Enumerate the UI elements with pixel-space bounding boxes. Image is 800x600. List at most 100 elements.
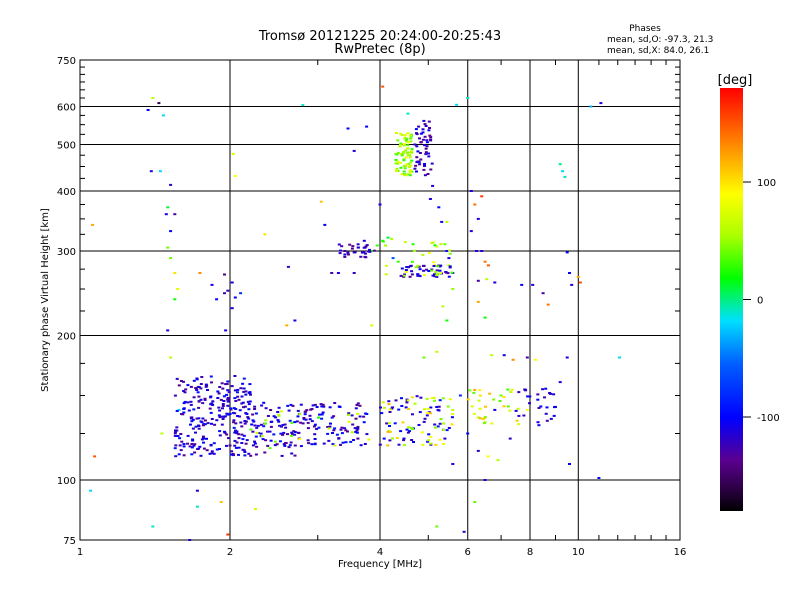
data-point xyxy=(209,411,213,414)
data-point xyxy=(296,415,300,418)
data-point xyxy=(190,416,194,419)
data-point xyxy=(230,307,234,310)
data-point xyxy=(249,393,252,396)
data-point xyxy=(490,422,494,425)
grid-lines xyxy=(80,60,680,540)
data-point xyxy=(406,147,409,150)
data-point xyxy=(169,230,173,233)
data-point xyxy=(387,400,391,403)
data-point xyxy=(356,243,360,246)
data-point xyxy=(248,400,252,403)
data-point xyxy=(399,274,403,277)
x-tick-labels: 1 2 4 6 8 10 16 xyxy=(77,547,687,558)
data-point xyxy=(179,449,183,452)
data-point xyxy=(427,155,431,158)
data-point xyxy=(406,173,410,176)
data-point xyxy=(422,269,426,272)
data-point xyxy=(337,405,341,408)
data-point xyxy=(242,449,246,452)
data-point xyxy=(302,417,306,419)
data-point xyxy=(536,421,540,424)
data-point xyxy=(286,404,290,407)
data-point xyxy=(424,153,428,156)
data-point xyxy=(496,459,500,462)
data-point xyxy=(306,421,310,424)
data-point xyxy=(450,271,454,274)
data-point xyxy=(408,265,412,268)
data-point xyxy=(549,417,553,420)
data-point xyxy=(232,454,235,457)
data-point xyxy=(438,269,442,272)
data-point xyxy=(315,428,319,430)
data-point xyxy=(391,406,395,409)
data-point xyxy=(365,433,369,436)
data-point xyxy=(283,444,287,447)
data-point xyxy=(91,223,95,226)
data-point xyxy=(200,376,204,378)
data-point xyxy=(244,442,248,445)
data-point xyxy=(408,166,411,169)
data-point xyxy=(427,439,431,442)
data-point xyxy=(236,395,240,398)
data-point xyxy=(432,396,436,399)
data-point xyxy=(243,422,247,425)
data-point xyxy=(289,441,293,444)
data-point xyxy=(407,408,411,410)
data-point xyxy=(439,243,443,246)
data-point xyxy=(343,250,347,252)
data-point xyxy=(339,428,343,431)
data-point xyxy=(211,400,215,403)
data-point xyxy=(439,418,443,421)
data-point xyxy=(402,150,405,153)
data-point xyxy=(308,418,312,421)
data-point xyxy=(226,533,230,536)
data-point xyxy=(402,275,406,278)
data-point xyxy=(443,437,447,440)
data-point xyxy=(476,217,480,220)
data-point xyxy=(418,137,421,140)
data-point xyxy=(264,422,267,425)
data-point xyxy=(190,446,194,449)
data-point xyxy=(400,173,404,176)
data-point xyxy=(401,153,405,156)
data-point xyxy=(256,424,260,427)
data-point xyxy=(210,452,214,455)
data-point xyxy=(435,406,439,408)
data-point xyxy=(423,174,427,177)
data-point xyxy=(290,452,294,455)
data-point xyxy=(327,439,331,442)
data-point xyxy=(568,272,571,274)
data-point xyxy=(508,409,512,412)
data-point xyxy=(307,442,311,445)
data-point xyxy=(363,443,367,445)
data-point xyxy=(379,406,382,409)
data-point xyxy=(447,427,451,429)
data-point xyxy=(298,413,302,416)
data-point xyxy=(425,145,429,148)
data-point xyxy=(545,406,549,409)
data-point xyxy=(304,418,308,421)
data-point xyxy=(293,433,297,436)
data-point xyxy=(229,408,233,411)
data-point xyxy=(287,446,291,449)
data-point xyxy=(433,423,437,426)
data-point xyxy=(175,426,179,429)
data-point xyxy=(433,426,437,429)
data-point xyxy=(408,156,412,159)
data-point xyxy=(517,414,521,417)
data-point xyxy=(406,112,410,115)
data-point xyxy=(186,434,190,437)
data-point xyxy=(204,385,208,388)
data-point xyxy=(359,255,363,258)
data-point xyxy=(232,421,236,424)
data-point xyxy=(173,272,177,274)
data-point xyxy=(282,431,286,434)
data-point xyxy=(423,144,427,147)
data-point xyxy=(381,401,385,404)
data-point xyxy=(387,422,391,425)
data-point xyxy=(297,431,301,434)
data-point xyxy=(432,265,436,267)
data-point xyxy=(368,248,371,251)
legend-line-x: mean, sd,X: 84.0, 26.1 xyxy=(607,46,709,56)
data-point xyxy=(340,245,344,248)
